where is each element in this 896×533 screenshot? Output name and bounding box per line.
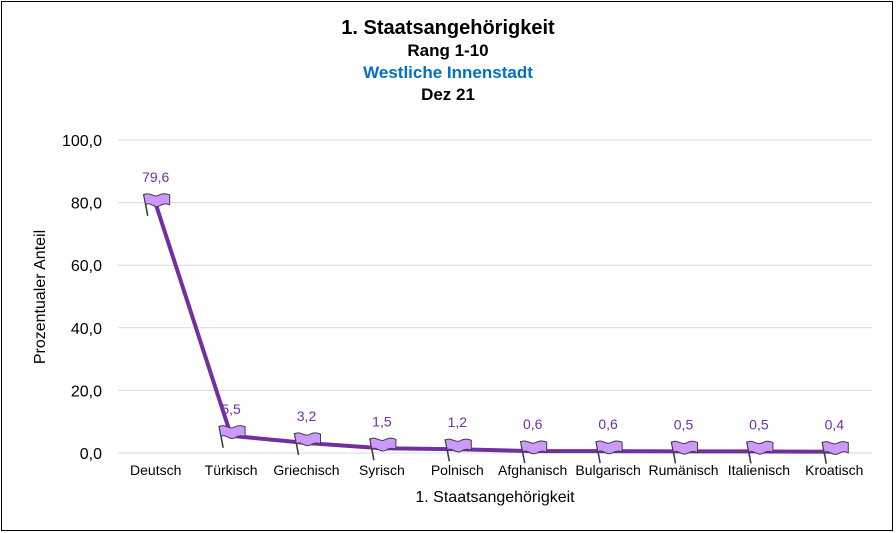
chart-subtitle-rank: Rang 1-10 xyxy=(407,41,489,60)
x-category-label: Polnisch xyxy=(431,462,484,478)
flag-icon xyxy=(218,425,246,448)
x-category-label: Türkisch xyxy=(205,462,258,478)
y-tick-label: 0,0 xyxy=(80,446,102,463)
data-label: 79,6 xyxy=(142,169,169,185)
y-tick-label: 80,0 xyxy=(71,196,102,213)
markers xyxy=(142,193,849,464)
data-label: 1,2 xyxy=(448,414,468,430)
x-category-label: Italienisch xyxy=(728,462,790,478)
chart-title: 1. Staatsangehörigkeit xyxy=(341,17,555,39)
flag-icon xyxy=(293,432,321,456)
series xyxy=(153,203,835,454)
x-category-label: Syrisch xyxy=(359,462,405,478)
y-tick-label: 100,0 xyxy=(62,133,102,150)
chart-subtitle-district: Westliche Innenstadt xyxy=(363,63,533,82)
flag-icon xyxy=(821,441,849,464)
data-label: 3,2 xyxy=(297,408,317,424)
y-tick-label: 60,0 xyxy=(71,258,102,275)
y-tick-label: 20,0 xyxy=(71,383,102,400)
y-tick-labels: 0,0 20,0 40,0 60,0 80,0 100,0 xyxy=(62,133,102,463)
chart-titles: 1. Staatsangehörigkeit Rang 1-10 Westlic… xyxy=(0,16,896,106)
x-category-label: Deutsch xyxy=(130,462,181,478)
x-axis-label: 1. Staatsangehörigkeit xyxy=(415,489,575,506)
flag-icon xyxy=(746,440,774,464)
data-labels: 79,6 5,5 3,2 1,5 1,2 0,6 0,6 0,5 0,5 0,4 xyxy=(142,169,844,433)
data-label: 1,5 xyxy=(372,413,392,429)
flag-icon xyxy=(595,440,623,464)
y-tick-label: 40,0 xyxy=(71,321,102,338)
series-line xyxy=(153,203,835,454)
data-label: 0,5 xyxy=(674,416,694,432)
data-label: 0,6 xyxy=(598,416,618,432)
data-label: 0,6 xyxy=(523,416,543,432)
flag-icon xyxy=(444,438,472,462)
x-category-labels: Deutsch Türkisch Griechisch Syrisch Polnisch… xyxy=(130,462,863,478)
y-axis-label: Prozentualer Anteil xyxy=(32,230,49,364)
flag-icon xyxy=(670,440,698,464)
data-label: 0,5 xyxy=(749,416,769,432)
x-category-label: Rumänisch xyxy=(648,462,718,478)
flag-icon xyxy=(369,437,397,461)
flag-icon xyxy=(142,193,171,216)
chart-subtitle-date: Dez 21 xyxy=(421,85,475,104)
data-label: 5,5 xyxy=(221,401,241,417)
x-category-label: Bulgarisch xyxy=(575,462,640,478)
x-category-label: Griechisch xyxy=(273,462,339,478)
x-category-label: Afghanisch xyxy=(498,462,567,478)
x-category-label: Kroatisch xyxy=(805,462,863,478)
data-label: 0,4 xyxy=(825,417,845,433)
flag-icon xyxy=(519,440,548,464)
grid-lines xyxy=(118,139,872,454)
